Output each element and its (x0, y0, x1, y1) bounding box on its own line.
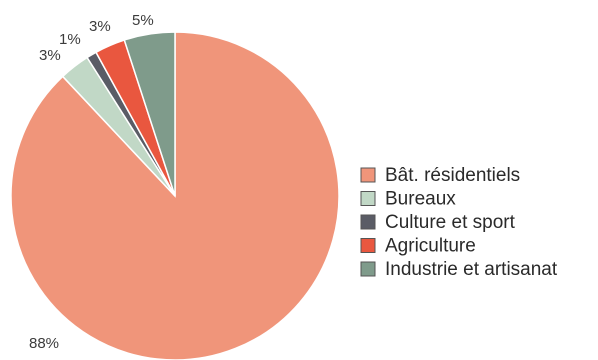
percentage-labels: 88%3%1%3% 5% (29, 12, 154, 352)
slice-percent-label: 5% (132, 12, 154, 29)
legend-swatch (360, 214, 376, 230)
pie-slices (10, 31, 340, 360)
legend-swatch (360, 167, 376, 183)
slice-percent-label: 3% (39, 47, 61, 64)
legend-swatch (360, 238, 376, 253)
legend-label: Culture et sport (385, 212, 516, 233)
slice-percent-label: 88% (29, 335, 59, 352)
legend-swatch (360, 261, 376, 277)
legend-label: Bât. résidentiels (385, 165, 520, 186)
slice-percent-label: 1% (59, 31, 81, 48)
legend-swatch (360, 191, 376, 206)
legend-label: Industrie et artisanat (385, 259, 558, 280)
slice-percent-label: 3% (89, 18, 111, 35)
legend-label: Agriculture (385, 236, 476, 257)
pie-slice-5 (123, 31, 176, 197)
legend-label: Bureaux (385, 189, 456, 210)
